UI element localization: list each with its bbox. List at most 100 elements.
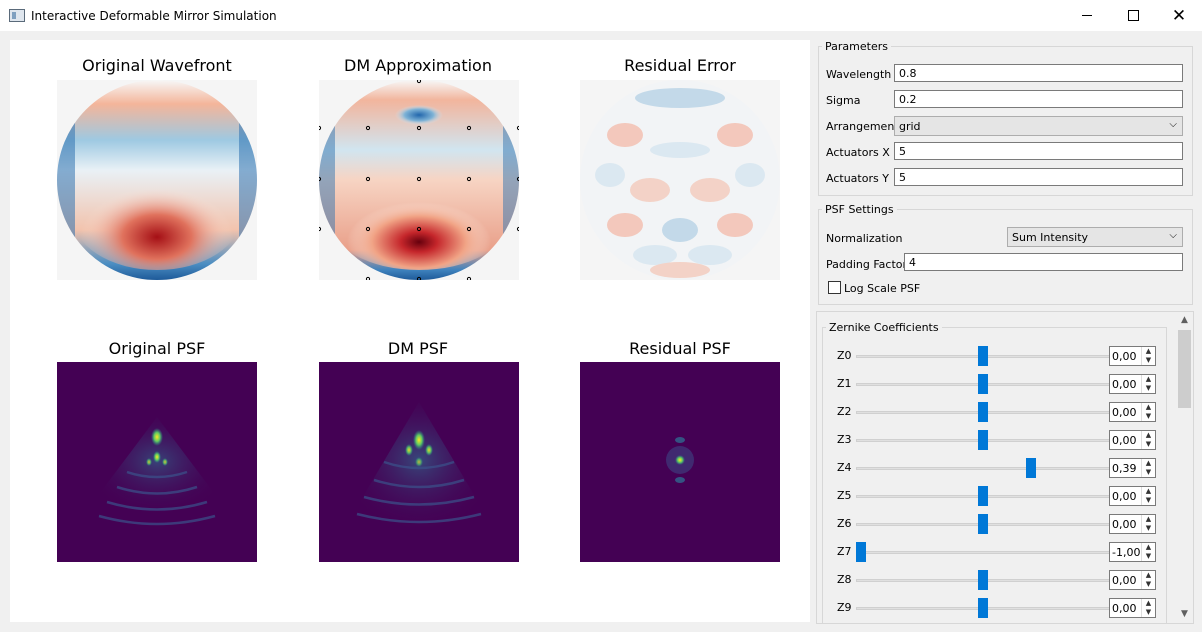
zernike-row: Z6 0,00 ▲ ▼	[823, 512, 1166, 536]
spin-arrows-icon[interactable]: ▲ ▼	[1141, 375, 1155, 393]
zernike-spinbox[interactable]: 0,00 ▲ ▼	[1109, 346, 1156, 366]
maximize-button[interactable]	[1110, 0, 1156, 31]
zernike-slider-thumb[interactable]	[1025, 458, 1036, 478]
zernike-slider-thumb[interactable]	[978, 430, 988, 450]
actuators-x-field[interactable]: 5	[894, 142, 1183, 160]
zernike-value: 0,00	[1112, 434, 1137, 447]
log-scale-label: Log Scale PSF	[844, 282, 921, 295]
sigma-label: Sigma	[826, 94, 861, 107]
close-icon: ✕	[1171, 5, 1187, 26]
zernike-value: 0,00	[1112, 602, 1137, 615]
actuators-y-field[interactable]: 5	[894, 168, 1183, 186]
zernike-spinbox[interactable]: 0,00 ▲ ▼	[1109, 514, 1156, 534]
arrangement-select[interactable]: grid ⌵	[894, 116, 1183, 136]
zernike-spinbox[interactable]: 0,39 ▲ ▼	[1109, 458, 1156, 478]
zernike-slider-thumb[interactable]	[978, 374, 988, 394]
zernike-row: Z4 0,39 ▲ ▼	[823, 456, 1166, 480]
spin-arrows-icon[interactable]: ▲ ▼	[1141, 347, 1155, 365]
spin-arrows-icon[interactable]: ▲ ▼	[1141, 571, 1155, 589]
spin-arrows-icon[interactable]: ▲ ▼	[1141, 459, 1155, 477]
window-title: Interactive Deformable Mirror Simulation	[31, 9, 277, 23]
dm-psf-image	[319, 362, 519, 562]
original-psf-image	[57, 362, 257, 562]
zernike-slider-thumb[interactable]	[978, 402, 988, 422]
zernike-label: Z0	[837, 349, 852, 362]
scrollbar-thumb[interactable]	[1178, 330, 1191, 408]
residual-psf-image	[580, 362, 780, 562]
zernike-spinbox[interactable]: 0,00 ▲ ▼	[1109, 374, 1156, 394]
zernike-slider-thumb[interactable]	[978, 570, 988, 590]
normalization-label: Normalization	[826, 232, 903, 245]
zernike-row: Z2 0,00 ▲ ▼	[823, 400, 1166, 424]
normalization-select[interactable]: Sum Intensity ⌵	[1007, 227, 1183, 247]
title-bar: Interactive Deformable Mirror Simulation…	[0, 0, 1202, 31]
zernike-label: Z9	[837, 601, 852, 614]
zernike-label: Z6	[837, 517, 852, 530]
psf-settings-group: PSF Settings Normalization Sum Intensity…	[818, 203, 1193, 305]
zernike-value: 0,00	[1112, 490, 1137, 503]
zernike-spinbox[interactable]: -1,00 ▲ ▼	[1109, 542, 1156, 562]
zernike-value: 0,00	[1112, 518, 1137, 531]
zernike-slider-thumb[interactable]	[978, 598, 988, 618]
zernike-value: 0,39	[1112, 462, 1137, 475]
zernike-value: 0,00	[1112, 406, 1137, 419]
original-psf-title: Original PSF	[108, 339, 206, 358]
actuators-y-label: Actuators Y	[826, 172, 889, 185]
residual-error-title: Residual Error	[624, 56, 736, 75]
minimize-button[interactable]	[1064, 0, 1110, 31]
psf-settings-title: PSF Settings	[822, 203, 897, 216]
dm-psf-title: DM PSF	[387, 339, 449, 358]
close-button[interactable]: ✕	[1156, 0, 1202, 31]
residual-error-image	[580, 80, 780, 280]
chevron-down-icon: ⌵	[1169, 230, 1177, 241]
zernike-slider-thumb[interactable]	[978, 486, 988, 506]
actuator-markers	[319, 80, 519, 280]
zernike-row: Z3 0,00 ▲ ▼	[823, 428, 1166, 452]
zernike-spinbox[interactable]: 0,00 ▲ ▼	[1109, 486, 1156, 506]
zernike-spinbox[interactable]: 0,00 ▲ ▼	[1109, 570, 1156, 590]
zernike-row: Z7 -1,00 ▲ ▼	[823, 540, 1166, 564]
zernike-spinbox[interactable]: 0,00 ▲ ▼	[1109, 402, 1156, 422]
spin-arrows-icon[interactable]: ▲ ▼	[1141, 431, 1155, 449]
chevron-down-icon: ⌵	[1169, 119, 1177, 130]
zernike-slider-track[interactable]	[856, 467, 1110, 470]
zernike-label: Z4	[837, 461, 852, 474]
wavelength-field[interactable]: 0.8	[894, 64, 1183, 82]
normalization-value: Sum Intensity	[1012, 231, 1089, 244]
actuators-x-label: Actuators X	[826, 146, 890, 159]
log-scale-checkbox[interactable]	[828, 281, 841, 294]
zernike-row: Z9 0,00 ▲ ▼	[823, 596, 1166, 620]
zernike-slider-track[interactable]	[856, 551, 1110, 554]
scroll-down-icon[interactable]: ▼	[1181, 609, 1188, 619]
zernike-label: Z2	[837, 405, 852, 418]
zernike-value: -1,00	[1112, 546, 1141, 559]
spin-arrows-icon[interactable]: ▲ ▼	[1141, 515, 1155, 533]
zernike-label: Z8	[837, 573, 852, 586]
padding-factor-label: Padding Factor	[826, 258, 908, 271]
app-icon	[9, 9, 25, 22]
zernike-slider-thumb[interactable]	[978, 514, 988, 534]
zernike-row: Z5 0,00 ▲ ▼	[823, 484, 1166, 508]
zernike-label: Z3	[837, 433, 852, 446]
zernike-row: Z8 0,00 ▲ ▼	[823, 568, 1166, 592]
vertical-scrollbar[interactable]: ▲ ▼	[1176, 312, 1193, 623]
zernike-spinbox[interactable]: 0,00 ▲ ▼	[1109, 598, 1156, 618]
sigma-field[interactable]: 0.2	[894, 90, 1183, 108]
spin-arrows-icon[interactable]: ▲ ▼	[1141, 403, 1155, 421]
spin-arrows-icon[interactable]: ▲ ▼	[1141, 599, 1155, 617]
zernike-spinbox[interactable]: 0,00 ▲ ▼	[1109, 430, 1156, 450]
minimize-icon	[1082, 15, 1092, 16]
spin-arrows-icon[interactable]: ▲ ▼	[1141, 543, 1155, 561]
dm-approximation-title: DM Approximation	[344, 56, 492, 75]
zernike-slider-thumb[interactable]	[978, 346, 988, 366]
scroll-up-icon[interactable]: ▲	[1181, 315, 1188, 325]
original-wavefront-image	[57, 80, 257, 280]
zernike-slider-thumb[interactable]	[856, 542, 866, 562]
zernike-row: Z0 0,00 ▲ ▼	[823, 344, 1166, 368]
padding-factor-field[interactable]: 4	[904, 253, 1183, 271]
wavelength-label: Wavelength	[826, 68, 892, 81]
zernike-scroll-area[interactable]: Zernike Coefficients Z0 0,00 ▲ ▼ Z1 0,00 ▲ ▼ Z2 0…	[816, 311, 1194, 624]
zernike-group: Zernike Coefficients Z0 0,00 ▲ ▼ Z1 0,00 ▲ ▼ Z2 0…	[822, 321, 1167, 623]
spin-arrows-icon[interactable]: ▲ ▼	[1141, 487, 1155, 505]
plot-canvas: Original Wavefront DM Approximation Resi…	[10, 40, 810, 622]
